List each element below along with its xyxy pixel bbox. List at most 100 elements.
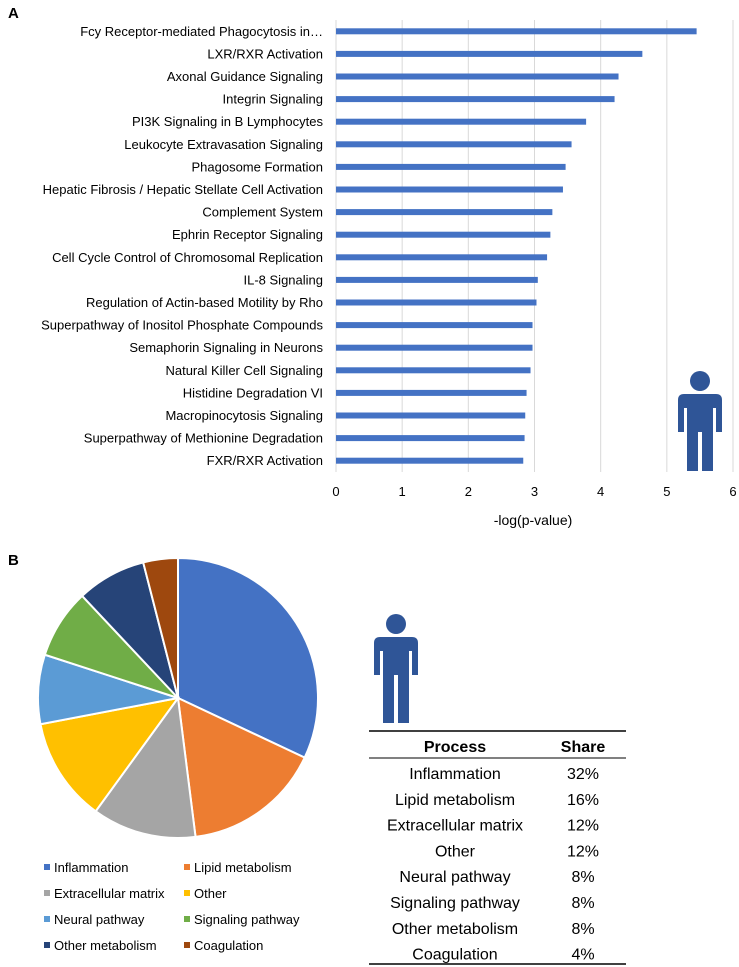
bar-category-label: Superpathway of Methionine Degradation [84,431,323,446]
bar [336,231,551,238]
table-rows: Inflammation 32% Lipid metabolism 16% Extrac… [387,766,599,964]
bar [336,73,619,80]
table-cell-share: 16% [567,792,599,809]
bar [336,344,533,351]
legend-swatch [44,864,50,870]
legend-entry: Neural pathway [54,912,145,927]
bar-category-label: FXR/RXR Activation [207,453,323,468]
bar-category-label: Natural Killer Cell Signaling [165,363,323,378]
legend-swatch [44,942,50,948]
bar [336,389,527,396]
bar-category-label: IL-8 Signaling [244,272,324,287]
legend-swatch [184,864,190,870]
legend-swatch [184,890,190,896]
pie-legend: Inflammation Lipid metabolism Extracellula… [44,860,300,953]
panel-b-label: B [8,552,19,569]
panel-a-label: A [8,5,19,22]
bar-category-label: Fcy Receptor-mediated Phagocytosis in… [80,24,323,39]
bar [336,299,537,306]
bar [336,118,587,125]
bar-category-label: Phagosome Formation [191,159,323,174]
bar-category-label: Integrin Signaling [223,92,323,107]
x-tick-label: 3 [531,484,538,499]
legend-swatch [184,916,190,922]
table-header-share: Share [561,739,606,756]
table-cell-share: 12% [567,843,599,860]
table-cell-share: 4% [571,947,594,964]
bar [336,96,615,103]
bar-category-label: LXR/RXR Activation [207,46,323,61]
x-tick-label: 2 [465,484,472,499]
pie-slice [94,695,197,839]
table-cell-process: Lipid metabolism [395,792,515,809]
pie-chart [37,556,319,839]
bar-grid [335,20,734,472]
bar [336,457,524,464]
table-cell-process: Coagulation [412,947,497,964]
table-cell-share: 8% [571,869,594,886]
bar-tick-labels: 0 1 2 3 4 5 6 [332,484,736,499]
bar-category-label: Superpathway of Inositol Phosphate Compo… [41,318,323,333]
bar-category-label: Macropinocytosis Signaling [165,408,323,423]
bar [336,435,525,442]
bar-category-label: Regulation of Actin-based Motility by Rh… [86,295,323,310]
bar [336,322,533,329]
legend-entry: Lipid metabolism [194,860,292,875]
table-cell-process: Signaling pathway [390,895,520,912]
legend-entry: Signaling pathway [194,912,300,927]
bar [336,254,548,261]
bar [336,276,538,283]
table-cell-share: 32% [567,766,599,783]
human-figure-icon [678,371,722,471]
bar-category-label: PI3K Signaling in B Lymphocytes [132,114,324,129]
bar [336,412,526,419]
legend-entry: Other [194,886,227,901]
table-cell-process: Inflammation [409,766,501,783]
bar-category-label: Ephrin Receptor Signaling [172,227,323,242]
pie-slice [177,556,319,759]
pie-slice [39,696,181,813]
bar [336,28,697,35]
bar [336,163,566,170]
table-cell-process: Other [435,843,476,860]
bar [336,209,553,216]
bar-category-label: Axonal Guidance Signaling [167,69,323,84]
bar-category-label: Semaphorin Signaling in Neurons [129,340,323,355]
bar [336,141,572,148]
legend-entry: Coagulation [194,938,263,953]
legend-swatch [44,890,50,896]
legend-entry: Inflammation [54,860,128,875]
bar-category-label: Complement System [202,205,323,220]
bar-category-label: Histidine Degradation VI [183,385,323,400]
legend-entry: Other metabolism [54,938,157,953]
legend-swatch [184,942,190,948]
bar-category-label: Cell Cycle Control of Chromosomal Replic… [52,250,323,265]
human-figure-icon [374,614,418,723]
x-axis-title: -log(p-value) [494,512,573,528]
table-cell-share: 12% [567,818,599,835]
x-tick-label: 4 [597,484,604,499]
bar-category-label: Hepatic Fibrosis / Hepatic Stellate Cell… [43,182,323,197]
bar-category-labels: Fcy Receptor-mediated Phagocytosis in… LX… [41,24,323,468]
table-cell-process: Other metabolism [392,921,518,938]
pie-slice [176,696,307,839]
legend-entry: Extracellular matrix [54,886,165,901]
bar [336,367,531,374]
bar [336,186,563,193]
x-tick-label: 1 [399,484,406,499]
legend-swatch [44,916,50,922]
table-cell-share: 8% [571,895,594,912]
bar-chart: Fcy Receptor-mediated Phagocytosis in… LX… [41,20,737,528]
bar [336,50,643,57]
share-table: Process Share Inflammation 32% Lipid metab… [369,730,626,965]
table-cell-process: Neural pathway [399,869,510,886]
bar-series [336,28,697,464]
table-cell-share: 8% [571,921,594,938]
x-tick-label: 5 [663,484,670,499]
table-header-process: Process [424,739,486,756]
bar-category-label: Leukocyte Extravasation Signaling [124,137,323,152]
table-cell-process: Extracellular matrix [387,818,523,835]
x-tick-label: 0 [332,484,339,499]
pie-slice [141,556,179,699]
